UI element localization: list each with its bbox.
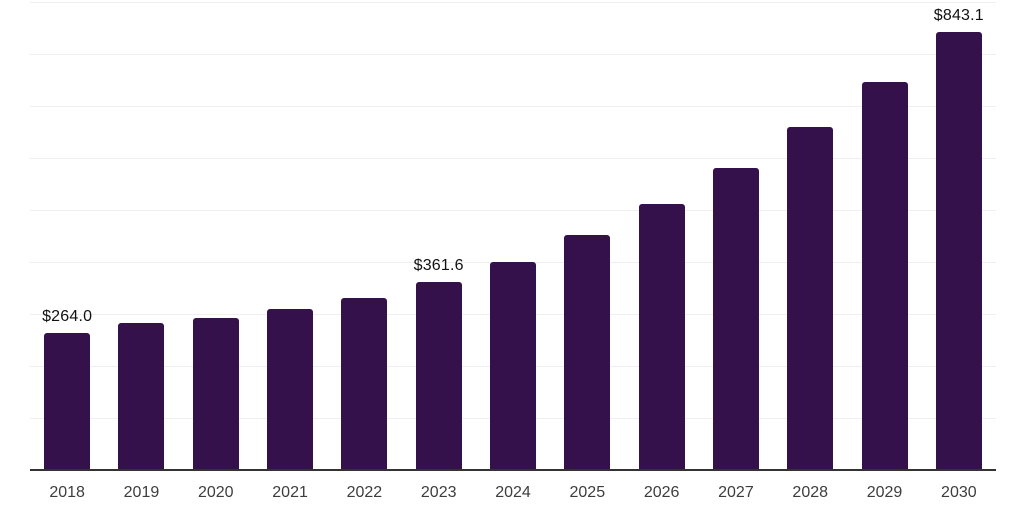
x-tick-label: 2030 — [941, 484, 977, 501]
x-tick-label: 2024 — [495, 484, 531, 501]
gridline — [30, 106, 996, 107]
bar-2026 — [638, 204, 685, 470]
bar-2018 — [44, 332, 91, 470]
bar-2028 — [787, 126, 834, 470]
x-tick-label: 2029 — [866, 484, 903, 501]
gridline — [30, 54, 996, 55]
x-tick-label: 2019 — [123, 484, 160, 501]
x-tick-label: 2022 — [346, 484, 383, 501]
bar-2020 — [192, 317, 239, 470]
bar-value-label: $264.0 — [42, 307, 93, 325]
bar-2030 — [935, 31, 982, 470]
bar-2029 — [861, 81, 908, 470]
bar-2021 — [267, 309, 314, 470]
x-tick-label: 2021 — [272, 484, 308, 501]
x-axis-line — [30, 469, 996, 471]
bar-2019 — [118, 323, 165, 470]
x-tick-label: 2023 — [420, 484, 457, 501]
x-tick-label: 2027 — [718, 484, 754, 501]
gridline — [30, 158, 996, 159]
bar-2025 — [564, 234, 611, 470]
gridline — [30, 2, 996, 3]
x-tick-label: 2026 — [643, 484, 680, 501]
x-tick-label: 2018 — [49, 484, 85, 501]
x-tick-label: 2020 — [197, 484, 234, 501]
x-tick-label: 2028 — [792, 484, 829, 501]
x-tick-label: 2025 — [569, 484, 606, 501]
bar-2023 — [415, 281, 462, 470]
bar-value-label: $843.1 — [933, 6, 984, 24]
gridline — [30, 210, 996, 211]
bar-2022 — [341, 297, 388, 470]
bar-2027 — [712, 167, 759, 470]
bar-value-label: $361.6 — [413, 256, 464, 274]
bar-2024 — [490, 262, 536, 470]
